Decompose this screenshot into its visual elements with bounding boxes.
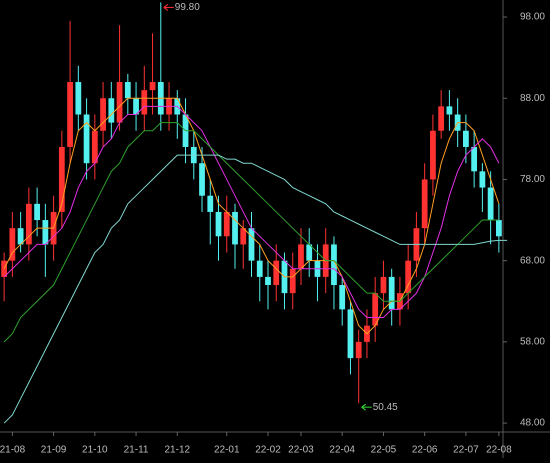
candle-body [380, 276, 387, 294]
candle-body [256, 260, 263, 277]
candle-body [9, 228, 16, 261]
candle-body [17, 228, 24, 245]
candle-body [446, 106, 453, 115]
candle-body [67, 82, 73, 147]
candle-body [232, 211, 238, 245]
x-tick-label: 22-01 [214, 445, 240, 456]
candle-body [91, 130, 98, 164]
x-tick-label: 21-12 [164, 445, 190, 456]
candle-body [421, 179, 428, 229]
candle-body [83, 114, 90, 164]
candle-body [298, 244, 304, 269]
moving-average-line [3, 154, 508, 424]
x-tick-label: 21-10 [82, 445, 108, 456]
candle-body [108, 98, 115, 123]
x-tick-label: 22-03 [288, 445, 314, 456]
y-tick-label: 88.00 [520, 93, 545, 104]
candle-body [265, 276, 271, 286]
candle-body [430, 130, 436, 180]
y-tick-label: 48.00 [520, 418, 545, 429]
x-tick-label: 22-08 [486, 445, 512, 456]
x-tick-label: 21-08 [0, 445, 26, 456]
candle-body [495, 220, 502, 237]
candle-body [25, 203, 32, 245]
candle-body [339, 285, 346, 310]
candle-body [1, 260, 8, 277]
candle-body [133, 98, 139, 115]
candle-body [240, 228, 247, 245]
annotation-label: 50.45 [373, 402, 398, 413]
candle-body [124, 82, 131, 99]
moving-average-line [3, 97, 500, 335]
y-tick-label: 78.00 [520, 174, 545, 185]
candle-body [75, 82, 82, 115]
y-tick-label: 98.00 [520, 12, 545, 23]
candle-body [116, 82, 123, 123]
candle-body [215, 211, 222, 237]
candle-body [438, 106, 445, 131]
candle-body [248, 228, 255, 261]
x-tick-label: 21-11 [124, 445, 149, 456]
candle-body [199, 163, 205, 196]
candle-body [463, 130, 469, 147]
x-tick-label: 22-02 [255, 445, 281, 456]
x-tick-label: 21-09 [41, 445, 67, 456]
candle-body [347, 309, 354, 359]
y-tick-label: 68.00 [520, 255, 545, 266]
candle-body [388, 276, 395, 310]
candle-body [149, 82, 156, 91]
candle-body [207, 195, 214, 212]
candle-body [289, 268, 296, 294]
candle-body [223, 211, 230, 237]
candle-body [487, 187, 494, 221]
candle-body [331, 244, 337, 286]
candle-body [471, 146, 478, 172]
annotation-label: 99.80 [175, 2, 200, 13]
x-tick-label: 22-07 [453, 445, 479, 456]
x-tick-label: 22-05 [371, 445, 397, 456]
y-tick-label: 58.00 [520, 337, 545, 348]
candle-body [306, 244, 313, 261]
annotation-arrowhead [361, 403, 366, 411]
moving-average-line [3, 105, 500, 319]
candle-body [479, 171, 486, 188]
moving-average-line [3, 122, 499, 343]
candle-body [372, 293, 379, 326]
x-tick-label: 22-04 [329, 445, 355, 456]
x-tick-label: 22-06 [412, 445, 438, 456]
annotation-arrowhead [163, 4, 169, 11]
candle-body [405, 260, 412, 294]
candle-body [273, 260, 280, 286]
candle-body [100, 98, 106, 131]
candle-body [355, 341, 362, 359]
candle-body [34, 203, 40, 221]
candle-body [58, 146, 65, 212]
candle-body [42, 220, 49, 245]
candle-body [141, 90, 148, 115]
